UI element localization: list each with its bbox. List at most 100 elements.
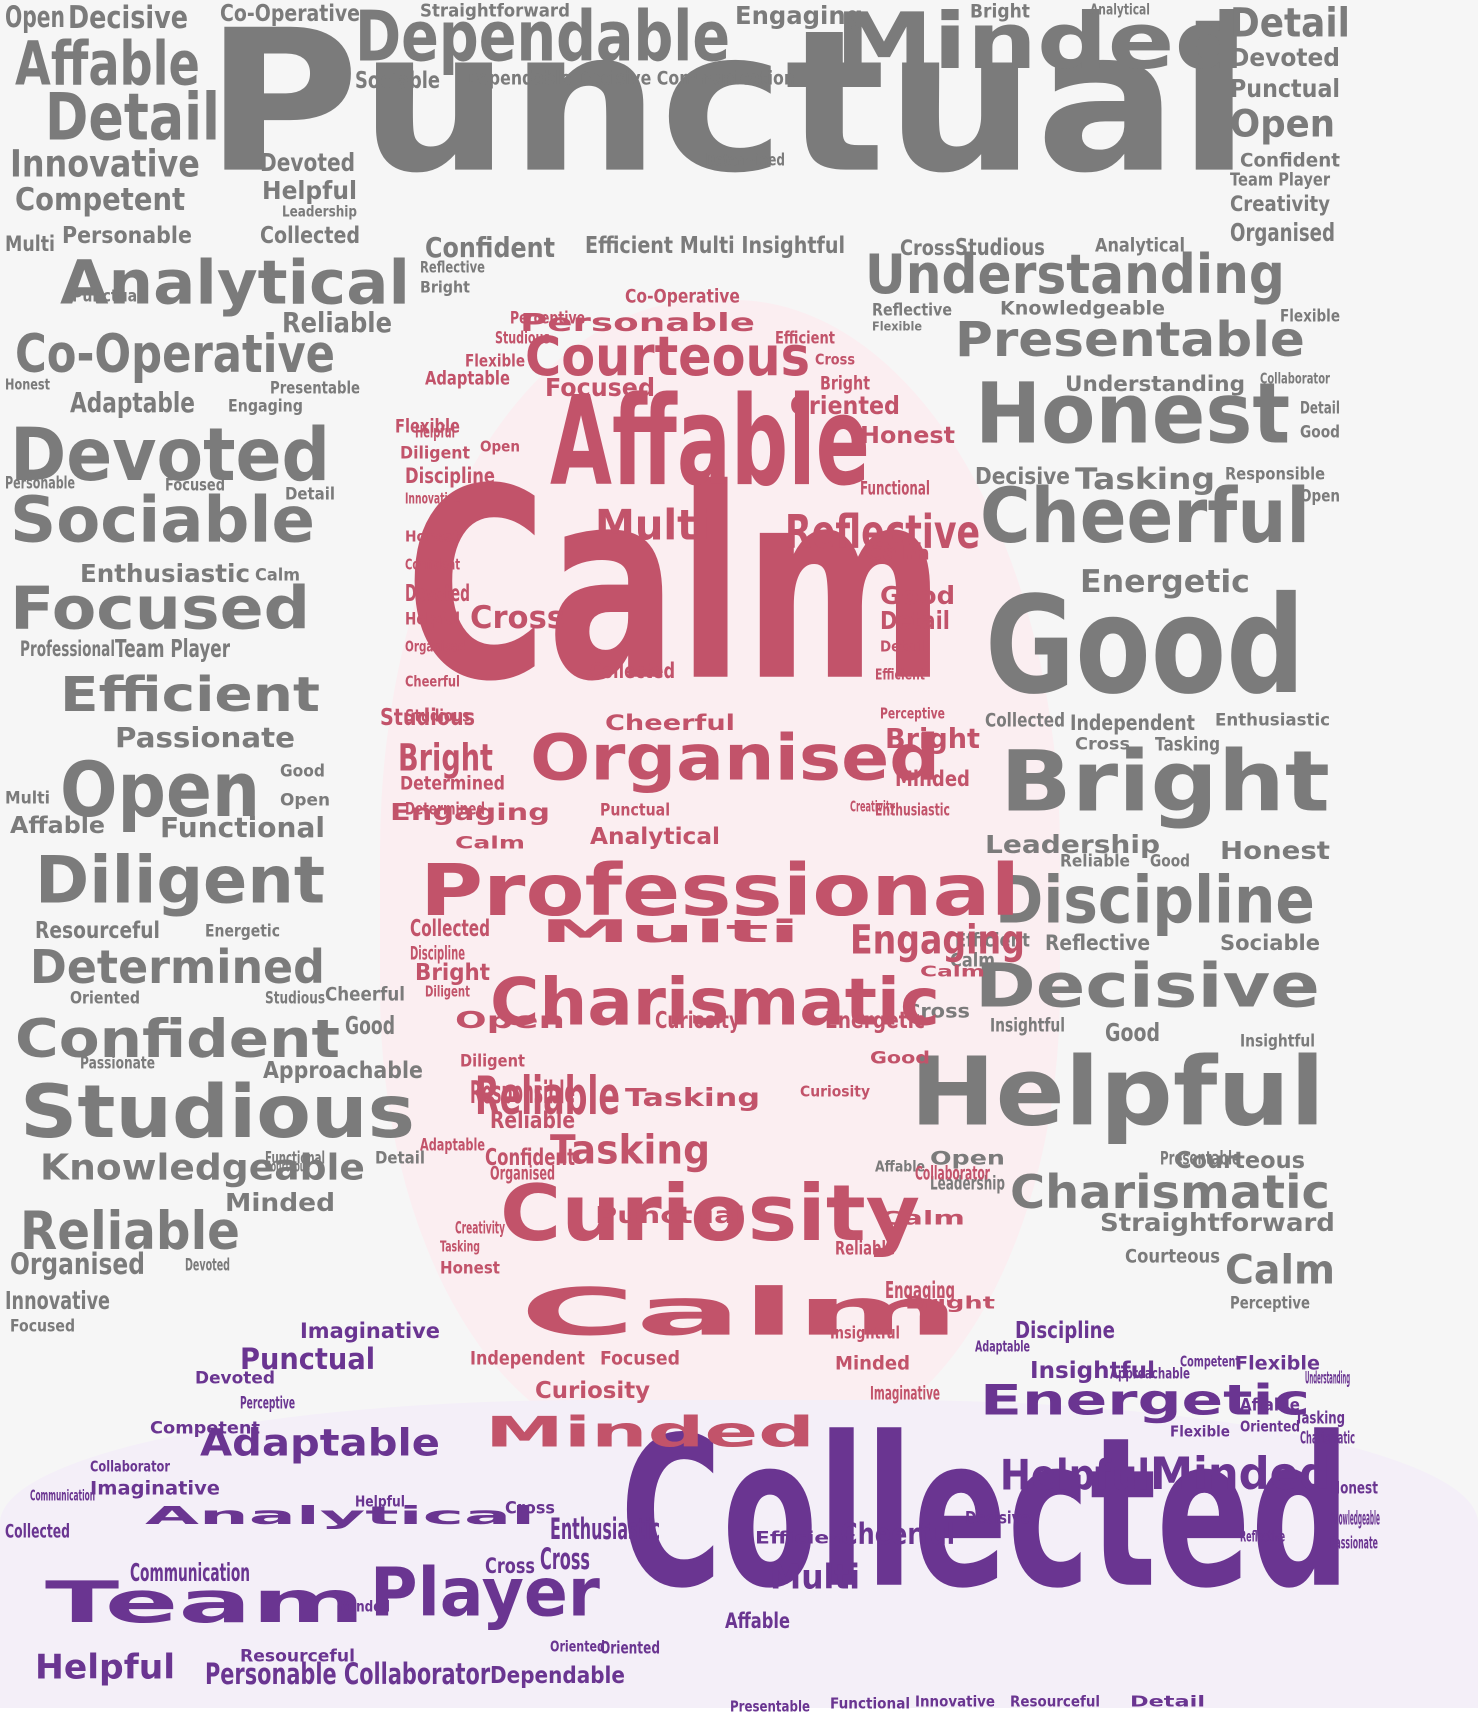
word: Perceptive <box>880 705 945 723</box>
word: Leadership <box>985 829 1161 860</box>
word: Oriented <box>550 1638 606 1656</box>
word: Imaginative <box>300 1317 440 1344</box>
word: Open <box>1230 102 1336 146</box>
word: Communication <box>30 1487 95 1505</box>
word: Good <box>280 760 325 781</box>
word: Cheerful <box>605 709 735 736</box>
word: Calm <box>520 1273 960 1351</box>
word: Efficient <box>755 1527 856 1548</box>
word: Imaginative <box>90 1477 220 1500</box>
word: Oriented <box>70 987 140 1008</box>
word: Flexible <box>1280 305 1341 326</box>
word: Collected <box>5 1520 71 1543</box>
word: Focused <box>600 1347 680 1370</box>
word: Calm <box>920 963 985 981</box>
word: Reflective <box>872 299 952 320</box>
word: Sociable <box>10 483 315 558</box>
word: Detail <box>1230 0 1350 47</box>
word: Adaptable <box>420 1134 485 1155</box>
word: Passionate <box>1330 1532 1378 1553</box>
word: Studious <box>405 705 471 726</box>
word: Decisive <box>975 949 1320 1022</box>
word: Multi <box>5 230 56 257</box>
word: Confident <box>425 232 556 265</box>
word: Minded <box>340 1598 390 1616</box>
word: Reliable <box>835 1237 895 1260</box>
word: Determined <box>30 940 325 995</box>
word: Efficient <box>955 929 1030 952</box>
word: Curiosity <box>655 1007 740 1035</box>
word: Collected <box>260 222 361 250</box>
word: Competent <box>150 1417 260 1438</box>
word: Straightforward <box>1100 1207 1335 1238</box>
word: Insightful <box>1240 1030 1315 1051</box>
word: Minded <box>835 1352 911 1375</box>
word: Approachable <box>263 1057 423 1085</box>
word: Organised <box>530 721 941 796</box>
word: Approachable <box>1110 1365 1191 1383</box>
word: Analytical <box>590 823 721 851</box>
word: Honest <box>1220 835 1330 866</box>
word: Leadership <box>282 203 357 221</box>
word: Good <box>1300 421 1341 442</box>
word: Efficient Multi Insightful <box>585 232 846 260</box>
word: Adaptable <box>70 387 195 420</box>
word: Straightforward <box>420 0 570 22</box>
word: Punctual <box>72 285 143 306</box>
word: Bright <box>970 0 1030 23</box>
word: Focused <box>545 372 655 403</box>
word: Bright <box>420 277 470 297</box>
word: Analytical <box>145 1500 536 1531</box>
word: Focused <box>165 474 226 495</box>
word: Oriented <box>600 1637 661 1658</box>
word: Determined <box>405 798 485 819</box>
word: Affable <box>10 812 106 840</box>
word: Innovative <box>10 142 200 186</box>
word: Knowledgeable <box>1330 1507 1380 1530</box>
word: Devoted <box>185 1254 231 1275</box>
word: Team <box>45 1569 366 1636</box>
word: Oriented <box>1240 1418 1300 1436</box>
word: Enthusiastic <box>1215 709 1331 730</box>
word: Helpful <box>1000 1451 1151 1501</box>
word: Minded <box>485 1408 815 1458</box>
word: Discipline <box>405 462 496 489</box>
word: Honest <box>1330 1477 1378 1498</box>
word: Dependable <box>490 1662 625 1690</box>
word: Studious <box>380 704 475 732</box>
word: Functional <box>860 477 930 500</box>
word: Perceptive <box>510 307 586 328</box>
word: Reflective <box>1240 1528 1286 1546</box>
word: Insightful <box>1030 1357 1156 1385</box>
word: Helpful <box>415 421 455 442</box>
word: Personable <box>520 307 756 338</box>
word: Creativity <box>850 798 896 816</box>
word: Energetic <box>1080 563 1250 601</box>
word: Adaptable <box>425 367 510 390</box>
word: Presentable <box>1160 1147 1241 1170</box>
word: Professional <box>20 635 116 662</box>
word: Tasking <box>625 1082 761 1113</box>
word: Curiosity <box>800 1083 871 1101</box>
word: Insightful <box>990 1014 1065 1037</box>
word: Focused <box>10 1315 76 1336</box>
word: Oriented <box>790 390 900 421</box>
word: Decisive <box>965 1507 1030 1528</box>
word: Discipline <box>410 942 466 965</box>
word: Devoted <box>260 147 356 178</box>
word: Diligent <box>400 442 471 463</box>
word: Competent <box>1180 1353 1241 1371</box>
word: Helpful <box>262 175 357 206</box>
word: Cross <box>470 599 566 637</box>
word: Responsible <box>1225 463 1326 484</box>
word: Open <box>455 1007 565 1035</box>
word: Adaptable <box>200 1421 440 1465</box>
word: Cross <box>540 1541 590 1577</box>
word: Perceptive <box>240 1392 296 1413</box>
word: Engaging <box>390 799 550 827</box>
word: Courteous <box>265 1158 310 1176</box>
word: Flexible <box>395 415 460 438</box>
word: Diligent <box>425 983 470 1001</box>
word: Multi <box>595 501 710 551</box>
word: Decisive <box>975 463 1070 491</box>
